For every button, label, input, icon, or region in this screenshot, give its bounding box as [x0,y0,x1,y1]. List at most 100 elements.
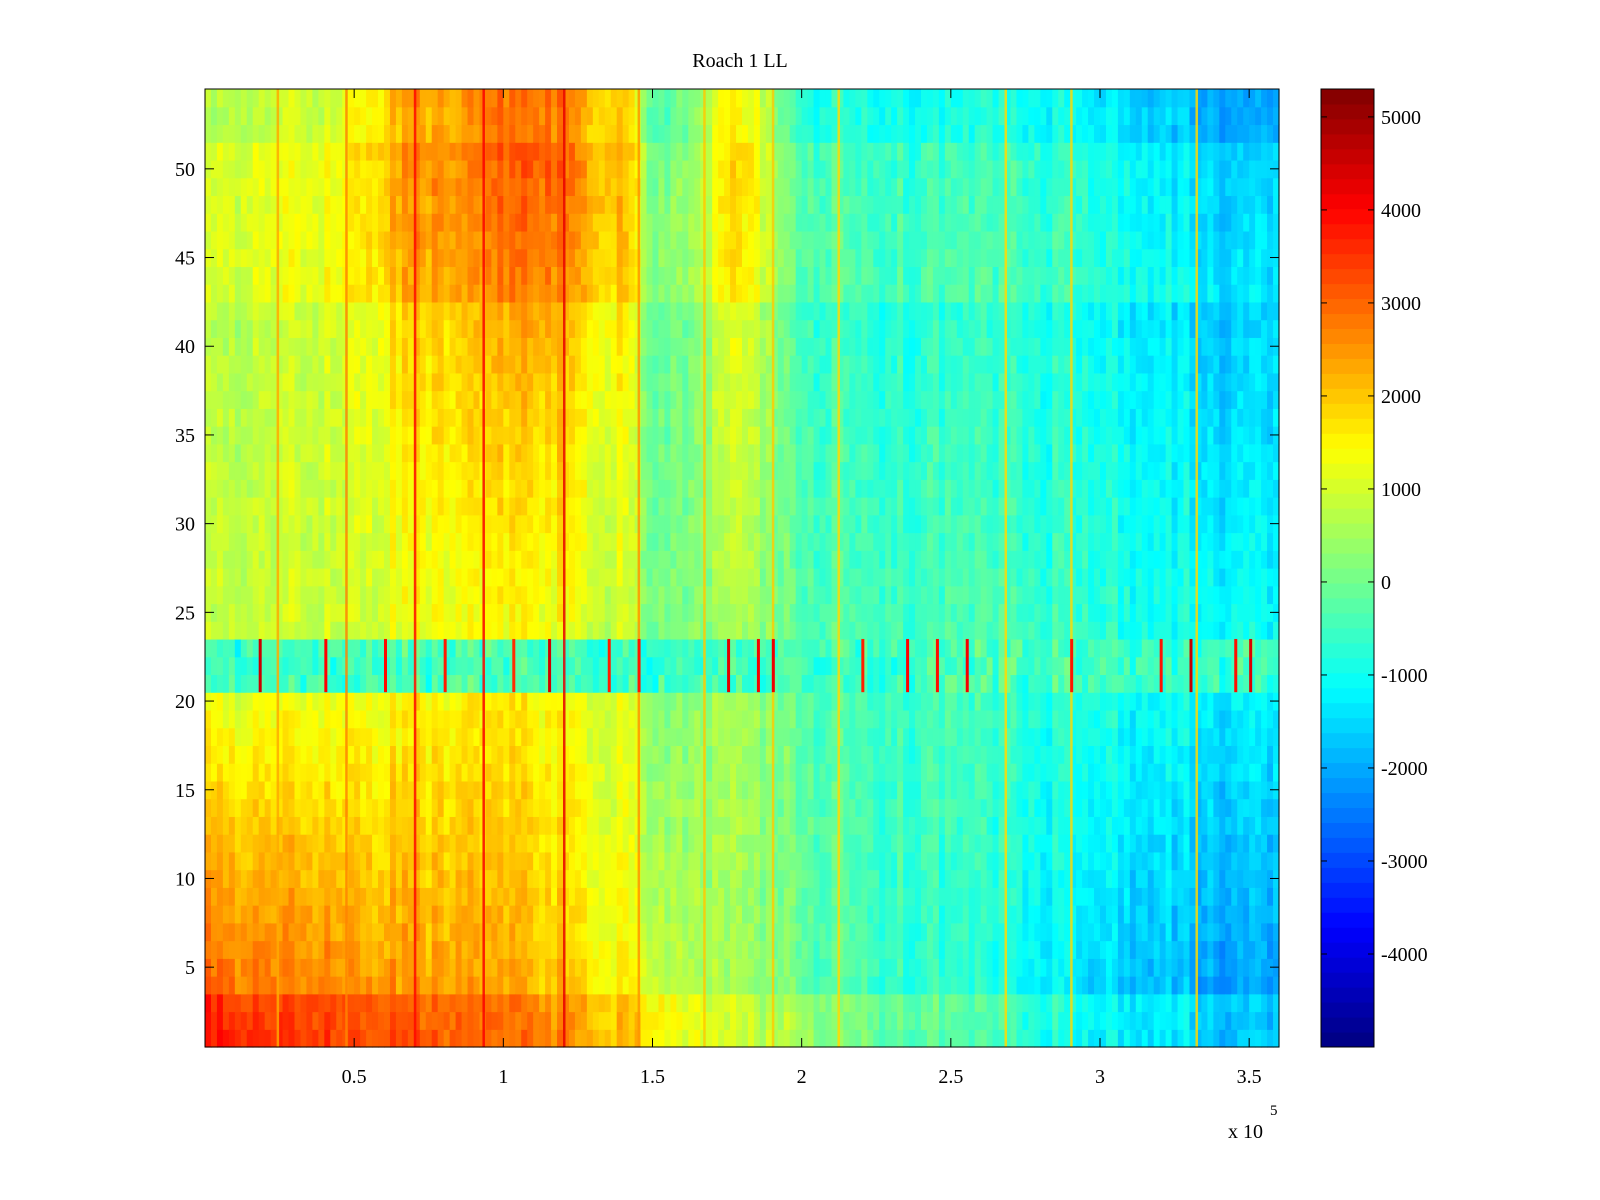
heatmap-cell [300,976,308,995]
heatmap-cell [252,1011,260,1030]
heatmap-cell [574,514,582,534]
heatmap-cell [670,195,677,214]
heatmap-cell [461,337,469,356]
heatmap-cell [360,337,367,356]
heatmap-cell [568,621,576,640]
heatmap-cell [718,727,725,747]
heatmap-cell [753,692,761,711]
heatmap-cell [360,568,367,587]
heatmap-cell [401,337,409,356]
heatmap-cell [515,940,522,959]
heatmap-cell [640,603,648,622]
heatmap-cell [742,568,749,587]
heatmap-cell [431,1029,439,1048]
heatmap-cell [407,124,415,143]
heatmap-cell [742,89,749,108]
heatmap-cell [568,372,576,392]
heatmap-cell [330,497,337,516]
heatmap-cell [664,532,671,551]
heatmap-cell [234,656,242,676]
heatmap-cell [539,816,546,835]
heatmap-cell [509,390,516,409]
heatmap-cell [419,159,427,179]
heatmap-cell [485,816,492,835]
heatmap-cell [545,124,552,143]
heatmap-cell [515,603,522,622]
heatmap-cell [205,887,212,906]
heatmap-cell [586,284,594,303]
heatmap-cell [354,319,361,338]
heatmap-cell [664,106,671,126]
heatmap-cell [264,816,272,835]
heatmap-cell [318,550,325,569]
heatmap-cell [234,142,242,161]
heatmap-cell [270,1029,278,1048]
heatmap-cell [449,497,457,516]
heatmap-cell [622,550,630,569]
heatmap-cell [670,1029,677,1048]
heatmap-cell [384,603,391,622]
heatmap-cell [455,922,463,942]
heatmap-cell [336,479,343,498]
heatmap-cell [592,372,600,392]
heatmap-cell [216,958,224,977]
heatmap-cell [736,887,743,906]
heatmap-cell [473,603,481,622]
heatmap-cell [300,195,308,214]
heatmap-cell [216,230,224,250]
heatmap-cell [252,940,260,959]
heatmap-cell [449,922,457,942]
heatmap-cell [664,1011,671,1030]
heatmap-cell [336,958,343,977]
heatmap-cell [551,372,558,392]
heatmap-cell [670,284,677,303]
heatmap-cell [485,142,492,161]
heatmap-cell [258,763,266,782]
heatmap-cell [389,674,397,693]
heatmap-cell [574,780,582,800]
heatmap-cell [598,461,606,480]
heatmap-cell [354,213,361,232]
heatmap-cell [694,461,701,480]
heatmap-cell [646,727,654,747]
heatmap-cell [407,1029,415,1048]
heatmap-cell [431,798,439,817]
heatmap-cell [688,905,695,924]
heatmap-cell [551,319,558,338]
heatmap-cell [372,1029,379,1048]
heatmap-cell [288,905,296,924]
heatmap-cell [509,301,516,321]
heatmap-cell [407,390,415,409]
heatmap-cell [264,585,272,605]
heatmap-cell [586,337,594,356]
heatmap-cell [747,940,755,959]
heatmap-cell [676,124,683,143]
heatmap-cell [216,976,224,995]
heatmap-cell [533,372,540,392]
heatmap-cell [694,408,701,427]
heatmap-cell [419,727,427,747]
heatmap-cell [425,372,433,392]
heatmap-cell [742,266,749,285]
heatmap-cell [276,834,284,853]
heatmap-cell [712,1029,719,1048]
heatmap-cell [246,230,254,250]
heatmap-cell [431,922,439,942]
heatmap-cell [384,940,391,959]
heatmap-cell [628,816,636,835]
heatmap-cell [401,461,409,480]
heatmap-cell [366,337,373,356]
heatmap-cell [234,727,242,747]
heatmap-cell [545,550,552,569]
heatmap-cell [664,230,671,250]
heatmap-cell [401,905,409,924]
heatmap-cell [437,585,445,605]
heatmap-cell [485,656,492,676]
heatmap-cell [527,355,534,374]
heatmap-cell [563,355,570,374]
heatmap-cell [604,550,612,569]
heatmap-cell [682,248,689,268]
heatmap-cell [658,656,666,676]
heatmap-cell [288,922,296,942]
heatmap-cell [664,621,671,640]
